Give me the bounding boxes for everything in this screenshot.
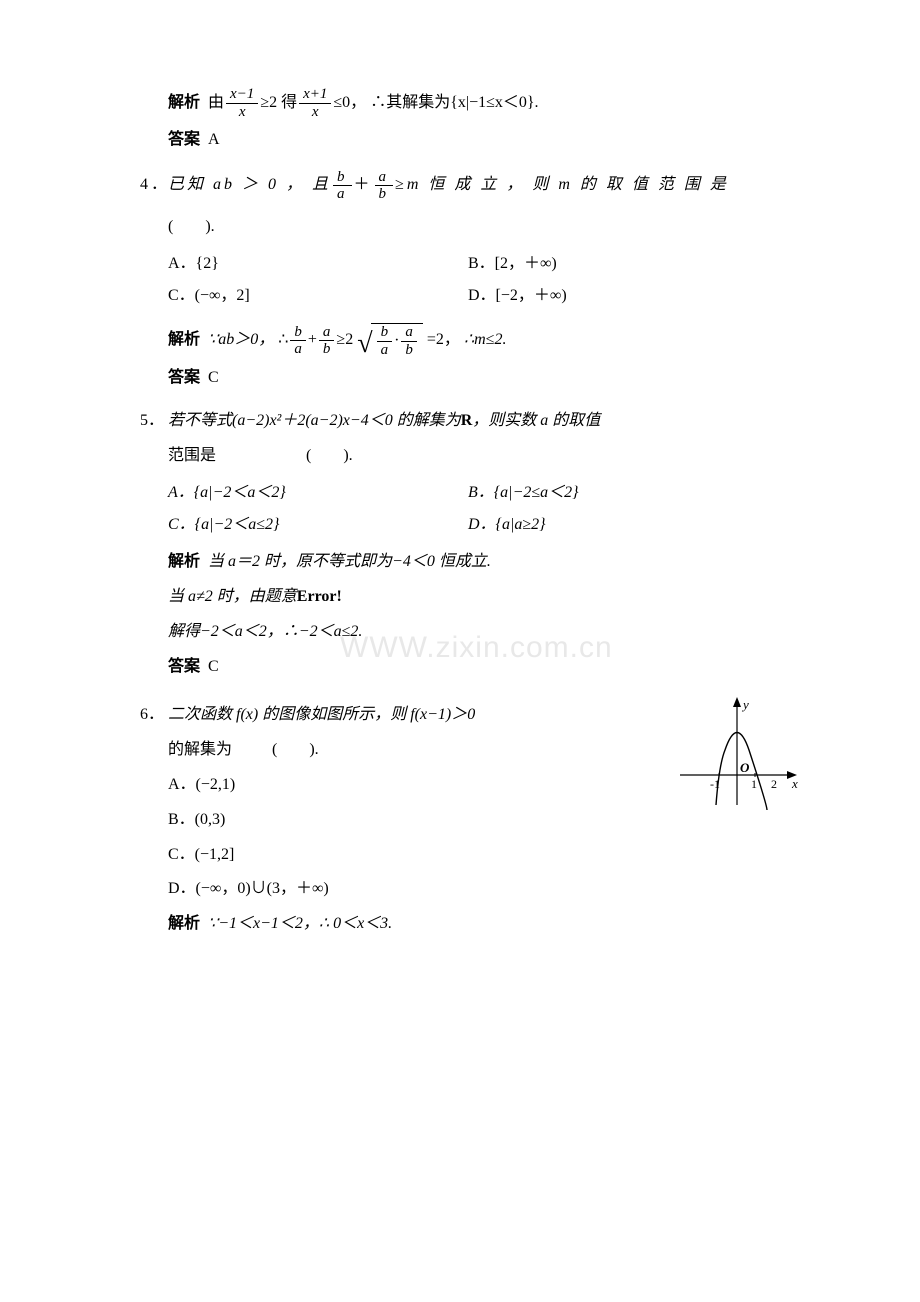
tick-2: 2 <box>771 777 777 791</box>
answer-label: 答案 <box>168 364 200 393</box>
q5-stem: 5． 若不等式(a−2)x²＋2(a−2)x−4＜0 的解集为 R ，则实数 a… <box>140 407 800 436</box>
text: 的解集为 <box>168 736 232 765</box>
option-a: A．{a|−2＜a＜2} <box>168 479 468 508</box>
q4-stem: 4． 已知 ab ＞ 0 ， 且 b a ＋ a b ≥m 恒 成 立 ， 则 … <box>140 169 800 203</box>
y-label: y <box>741 697 749 712</box>
origin-label: O <box>740 760 750 775</box>
x-label: x <box>791 776 798 791</box>
fraction: b a <box>377 324 393 358</box>
option-d: D．(−∞，0)∪(3，＋∞) <box>168 875 800 904</box>
text: 当 a＝2 时，原不等式即为−4＜0 恒成立. <box>208 548 491 577</box>
option-b: B．[2，＋∞) <box>468 250 768 279</box>
q6-figure: y x O -1 1 2 <box>675 695 800 821</box>
answer-label: 答案 <box>168 126 200 155</box>
paren: ( ). <box>306 442 353 471</box>
qnum: 6． <box>140 701 168 730</box>
q6-analysis: 解析 ∵−1＜x−1＜2，∴ 0＜x＜3. <box>140 910 800 939</box>
qnum: 5． <box>140 407 168 436</box>
option-c: C．(−1,2] <box>168 841 800 870</box>
answer: A <box>208 126 220 155</box>
text: 已知 ab ＞ 0 ， 且 <box>168 171 331 200</box>
q3-answer-row: 答案 A <box>140 126 800 155</box>
q5-options: A．{a|−2＜a＜2} B．{a|−2≤a＜2} C．{a|−2＜a≤2} D… <box>140 477 800 543</box>
text: ≥m 恒 成 立 ， 则 m 的 取 值 范 围 是 <box>395 171 729 200</box>
analysis-label: 解析 <box>168 326 200 355</box>
option-d: D．{a|a≥2} <box>468 511 768 540</box>
text: ＋ <box>354 171 373 200</box>
text: 当 a≠2 时，由题意 <box>168 583 297 612</box>
analysis-label: 解析 <box>168 548 200 577</box>
q5-answer-row: 答案 C <box>140 653 800 682</box>
text: 由 <box>208 89 224 118</box>
q5-stem-line2: 范围是 ( ). <box>140 442 800 471</box>
text: ，则实数 a 的取值 <box>472 407 600 436</box>
set-R: R <box>461 407 473 436</box>
text: ≤0， <box>333 89 366 118</box>
paren: ( ). <box>168 213 215 242</box>
analysis-label: 解析 <box>168 910 200 939</box>
answer-label: 答案 <box>168 653 200 682</box>
option-c: C．{a|−2＜a≤2} <box>168 511 468 540</box>
text: =2， <box>427 326 460 355</box>
text: ∴ <box>278 326 288 355</box>
fraction: x+1 x <box>299 86 331 120</box>
paren: ( ). <box>272 736 319 765</box>
fraction: x−1 x <box>226 86 258 120</box>
q6-stem-line1: 6． 二次函数 f(x) 的图像如图所示，则 f(x−1)＞0 <box>140 701 663 730</box>
answer: C <box>208 653 219 682</box>
text: · <box>394 327 399 356</box>
option-a: A．{2} <box>168 250 468 279</box>
sqrt: √ b a · a b <box>357 323 423 358</box>
tick-1: 1 <box>751 777 757 791</box>
text: ∵−1＜x−1＜2，∴ 0＜x＜3. <box>208 910 392 939</box>
error-text: Error! <box>297 583 342 612</box>
text: + <box>308 326 317 355</box>
text: ∴m≤2. <box>464 326 507 355</box>
q6-stem-line2: 的解集为 ( ). <box>140 736 663 765</box>
q5-analysis-3: 解得−2＜a＜2，∴−2＜a≤2. <box>140 618 800 647</box>
q5-analysis-2: 当 a≠2 时，由题意 Error! <box>140 583 800 612</box>
q4-analysis: 解析 ∵ab＞0， ∴ b a + a b ≥2 √ b a · a b =2，… <box>140 323 800 358</box>
text: ∴其解集为{x|−1≤x＜0}. <box>370 89 538 118</box>
q6-block: y x O -1 1 2 6． 二次函数 f(x) 的图像如图所示，则 f(x−… <box>140 695 800 945</box>
q4-answer-row: 答案 C <box>140 364 800 393</box>
fraction: a b <box>401 324 417 358</box>
fraction: b a <box>333 169 352 203</box>
text: 若不等式(a−2)x²＋2(a−2)x−4＜0 的解集为 <box>168 407 461 436</box>
q4-options: A．{2} B．[2，＋∞) C．(−∞，2] D．[−2，＋∞) <box>140 248 800 314</box>
fraction: b a <box>290 324 306 358</box>
q3-analysis: 解析 由 x−1 x ≥2 得 x+1 x ≤0， ∴其解集为{x|−1≤x＜0… <box>140 86 800 120</box>
option-b: B．{a|−2≤a＜2} <box>468 479 768 508</box>
tick-neg1: -1 <box>710 777 720 791</box>
fraction: a b <box>375 169 394 203</box>
text: ∵ab＞0， <box>208 326 274 355</box>
q5-analysis-1: 解析 当 a＝2 时，原不等式即为−4＜0 恒成立. <box>140 548 800 577</box>
fraction: a b <box>319 324 335 358</box>
q4-paren: ( ). <box>140 213 800 242</box>
text: ≥2 <box>336 326 353 355</box>
qnum: 4． <box>140 171 168 200</box>
answer: C <box>208 364 219 393</box>
text: 二次函数 f(x) 的图像如图所示，则 f(x−1)＞0 <box>168 701 475 730</box>
option-d: D．[−2，＋∞) <box>468 282 768 311</box>
text: 解得−2＜a＜2，∴−2＜a≤2. <box>168 618 362 647</box>
text: ≥2 得 <box>260 89 297 118</box>
text: 范围是 <box>168 442 216 471</box>
option-c: C．(−∞，2] <box>168 282 468 311</box>
analysis-label: 解析 <box>168 89 200 118</box>
